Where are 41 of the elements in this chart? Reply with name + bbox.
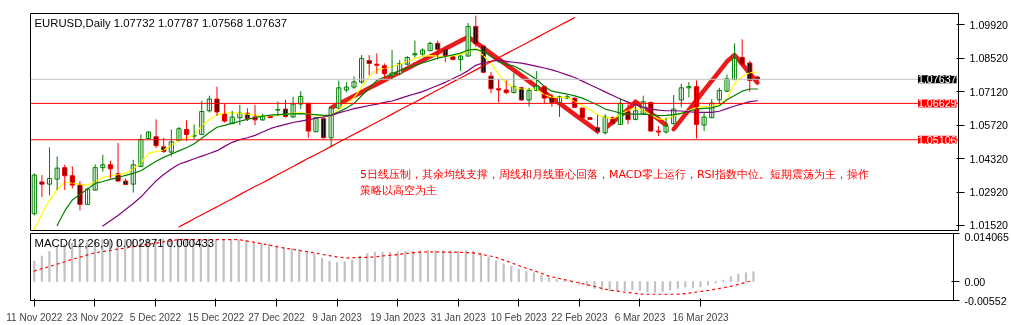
candlestick (739, 38, 745, 66)
x-tick-label: 16 Mar 2023 (672, 311, 729, 323)
y-tick-label: 1.01520 (969, 219, 1009, 232)
x-tick-label: 23 Nov 2022 (66, 311, 124, 323)
candlestick (366, 54, 372, 76)
candlestick (473, 15, 479, 48)
y-tick-label: -0.00552 (964, 294, 1007, 307)
candlestick (655, 125, 662, 137)
annotation: 5日线压制，其余均线支撑，周线和月线重心回落，MACD零上运行，RSI指数中位。短期震荡为主，操作策略以高空为主 (359, 168, 869, 198)
ref-line-label: 1.05106 (917, 133, 957, 146)
y-tick-label: 0.014065 (964, 230, 1010, 243)
x-tick-label: 6 Mar 2023 (614, 311, 666, 323)
x-tick-label: 15 Dec 2022 (187, 311, 245, 323)
chart-title: EURUSD,Daily 1.07732 1.07787 1.07568 1.07637 (34, 16, 288, 29)
x-tick-label: 22 Feb 2023 (551, 311, 608, 323)
y-tick-label: 0.00 (964, 275, 986, 288)
candlestick (267, 115, 273, 119)
y-tick-label: 1.04320 (969, 152, 1009, 165)
candlestick (343, 81, 349, 93)
chart-title: MACD(12,26,9) 0.002871 0.000433 (34, 236, 214, 249)
candlestick (419, 47, 426, 57)
candlestick (100, 154, 106, 173)
x-tick-label: 31 Jan 2023 (430, 311, 487, 323)
y-tick-label: 1.08520 (969, 52, 1009, 65)
ref-line-label: 1.07637 (917, 73, 957, 86)
x-tick-label: 5 Dec 2022 (129, 311, 182, 323)
x-tick-label: 11 Nov 2022 (6, 311, 63, 323)
x-tick-label: 10 Feb 2023 (490, 311, 548, 323)
y-tick-label: 1.05720 (969, 119, 1009, 132)
x-tick-label: 19 Jan 2023 (370, 311, 426, 323)
y-tick-label: 1.07120 (969, 85, 1009, 98)
y-tick-label: 1.09920 (969, 18, 1009, 31)
candlestick (199, 100, 205, 135)
candlestick (602, 113, 608, 135)
candlestick (503, 79, 509, 95)
candlestick (374, 52, 380, 75)
y-tick-label: 1.02920 (969, 186, 1009, 199)
candlestick (123, 177, 129, 186)
x-tick-label: 27 Dec 2022 (248, 311, 306, 323)
ref-line-label: 1.06629 (917, 97, 957, 110)
x-tick-label: 9 Jan 2023 (312, 311, 363, 323)
